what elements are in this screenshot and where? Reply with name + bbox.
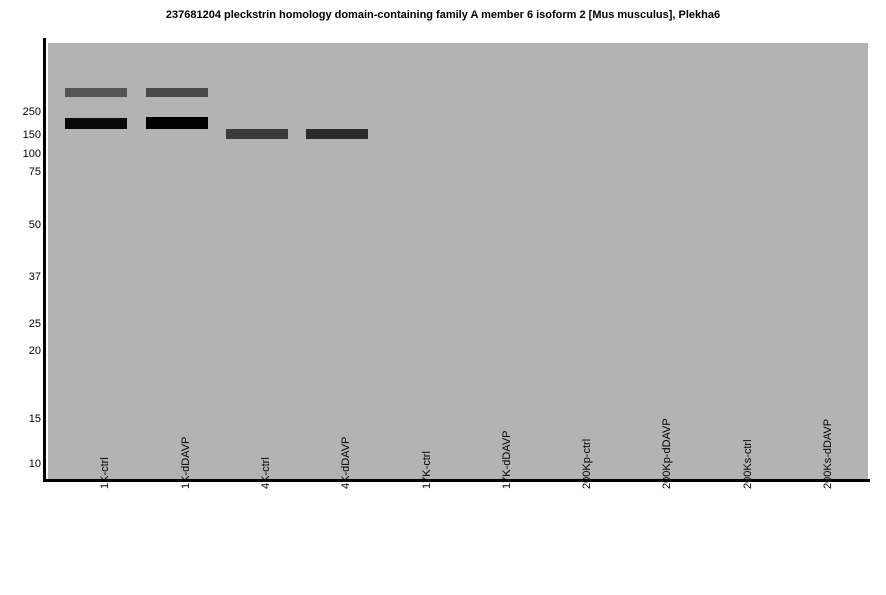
x-axis-tick-label: 1K-ctrl (99, 457, 111, 489)
blot-band (65, 88, 127, 97)
blot-band (146, 88, 208, 97)
y-axis-tick-label: 15 (28, 413, 41, 425)
y-axis-line (43, 38, 46, 482)
y-axis-tick-label: 150 (22, 129, 41, 141)
x-axis-tick-label: 200Ks-ctrl (742, 439, 754, 489)
y-axis-tick-label: 37 (28, 271, 41, 283)
blot-band (146, 117, 208, 129)
y-axis-tick-label: 250 (22, 106, 41, 118)
y-axis-tick-label: 25 (28, 318, 41, 330)
y-axis-tick-label: 20 (28, 345, 41, 357)
x-axis-tick-label: 4K-ctrl (260, 457, 272, 489)
y-axis-tick-label: 50 (28, 219, 41, 231)
x-axis-tick-label: 4K-dDAVP (340, 436, 352, 489)
blot-band (306, 129, 368, 139)
x-axis-tick-label: 17K-dDAVP (501, 430, 513, 490)
y-axis-tick-label: 75 (28, 166, 41, 178)
x-axis-tick-label: 200Kp-dDAVP (661, 418, 673, 489)
x-axis-line (43, 479, 870, 482)
x-axis-tick-label: 200Kp-ctrl (581, 438, 593, 489)
y-axis-tick-label: 10 (28, 458, 41, 470)
page-title: 237681204 pleckstrin homology domain-con… (165, 9, 721, 21)
blot-plot-area (48, 43, 868, 480)
y-axis-tick-label: 100 (22, 148, 41, 160)
x-axis-tick-label: 1K-dDAVP (180, 436, 192, 489)
blot-band (65, 118, 127, 129)
x-axis-tick-label: 200Ks-dDAVP (822, 418, 834, 489)
blot-band (226, 129, 288, 139)
y-axis-tick-labels: 250 150 100 75 50 37 25 20 15 10 (0, 0, 41, 595)
x-axis-tick-label: 17K-ctrl (421, 451, 433, 489)
